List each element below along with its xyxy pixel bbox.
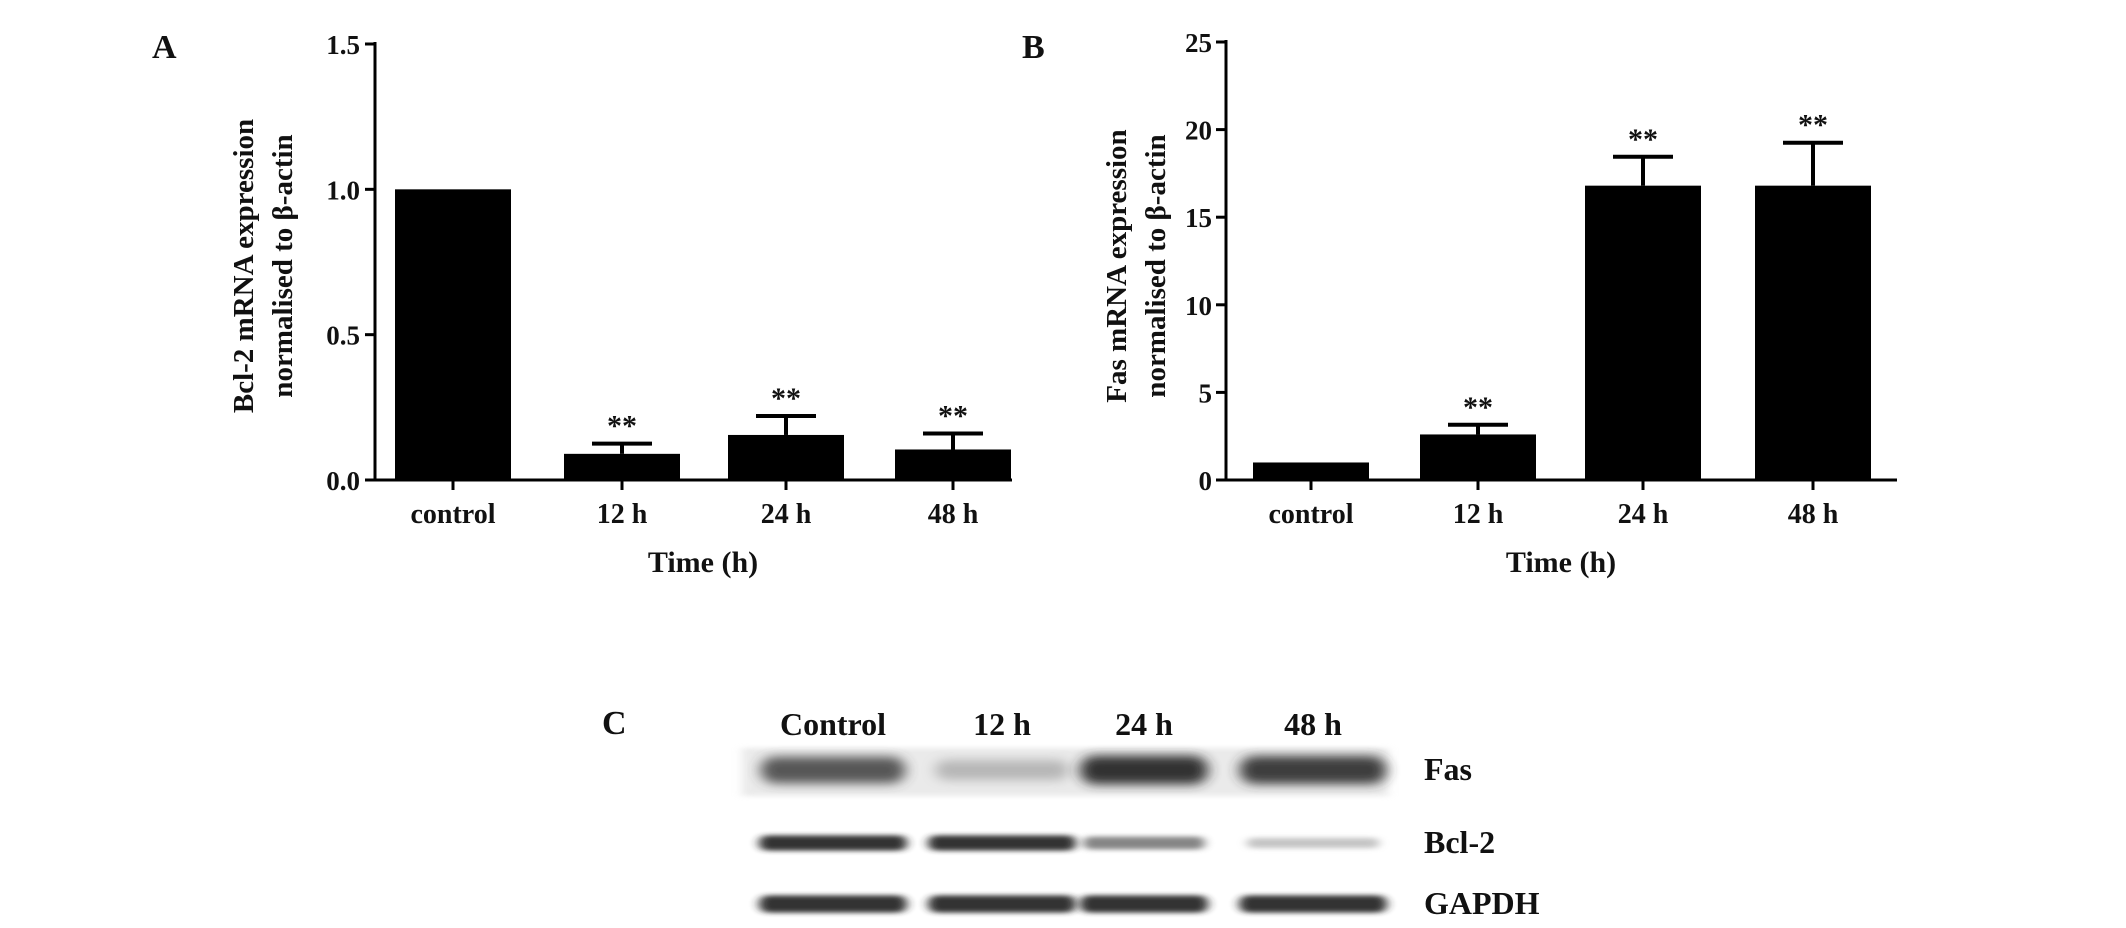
blot-row-label: Fas <box>1424 751 1472 787</box>
bar <box>1420 434 1536 480</box>
blot-lane-label: Control <box>780 706 886 742</box>
significance-marker: ** <box>771 382 801 415</box>
y-axis-label-line-1-b: Fas mRNA expression <box>1101 129 1133 402</box>
blot-band <box>928 895 1076 913</box>
blot-lane-label: 24 h <box>1115 706 1173 742</box>
significance-marker: ** <box>1463 391 1493 424</box>
blot-band <box>759 895 907 913</box>
y-tick-label: 5 <box>1199 378 1213 408</box>
y-tick-label: 20 <box>1185 116 1212 146</box>
y-tick-label: 15 <box>1185 203 1212 233</box>
y-axis-label-line-2-b: normalised to β-actin <box>1140 134 1172 397</box>
blot-row-label: GAPDH <box>1424 885 1540 921</box>
x-tick-label: 24 h <box>1618 499 1669 530</box>
x-tick-label: control <box>410 499 495 530</box>
panel-label-a: A <box>152 29 177 66</box>
y-tick-label: 0.0 <box>326 466 360 496</box>
chart-panel-a: A Bcl-2 mRNA expression normalised to β-… <box>152 29 1012 579</box>
blot-band <box>759 835 907 851</box>
bar <box>895 449 1011 480</box>
bar <box>1253 462 1369 480</box>
blot-band <box>1079 895 1209 913</box>
bars-b: ** ** ** <box>1253 109 1871 480</box>
blot-bands <box>742 748 1388 913</box>
blot-lane-label: 48 h <box>1284 706 1342 742</box>
bar <box>1585 185 1701 480</box>
x-tick-label: 48 h <box>1788 499 1839 530</box>
y-tick-label: 1.0 <box>326 175 360 205</box>
blot-row-label: Bcl-2 <box>1424 824 1495 860</box>
y-axis-label-line-2-a: normalised to β-actin <box>267 134 299 397</box>
bars-a: ** ** ** <box>395 189 1011 481</box>
blot-band <box>760 756 906 784</box>
blot-band <box>1239 756 1387 784</box>
x-tick-label: 12 h <box>1453 499 1504 530</box>
bar <box>1755 185 1871 480</box>
y-tick-label: 0 <box>1199 466 1213 496</box>
western-blot-panel: C Control 12 h 24 h 48 h Fas Bcl-2 GAPDH <box>602 705 1540 921</box>
significance-marker: ** <box>938 399 968 432</box>
y-tick-label: 0.5 <box>326 321 360 351</box>
significance-marker: ** <box>1798 109 1828 142</box>
blot-band <box>1083 836 1205 850</box>
x-tick-label: 12 h <box>597 499 648 530</box>
blot-band <box>1079 755 1209 785</box>
panel-label-b: B <box>1022 29 1045 66</box>
y-tick-label: 10 <box>1185 291 1212 321</box>
significance-marker: ** <box>1628 123 1658 156</box>
blot-row-labels: Fas Bcl-2 GAPDH <box>1424 751 1540 921</box>
significance-marker: ** <box>607 410 637 443</box>
blot-band <box>935 760 1069 780</box>
blot-band <box>1239 895 1387 913</box>
y-axis-label-line-1-a: Bcl-2 mRNA expression <box>228 119 260 413</box>
blot-lane-labels: Control 12 h 24 h 48 h <box>780 706 1342 742</box>
bar <box>728 434 844 480</box>
axes-a: 0.0 0.5 1.0 1.5 control 12 h 24 h 48 h <box>326 30 1012 530</box>
y-tick-label: 1.5 <box>326 30 360 60</box>
x-axis-label-a: Time (h) <box>648 546 758 579</box>
bar <box>564 453 680 480</box>
chart-panel-b: B Fas mRNA expression normalised to β-ac… <box>1022 28 1897 579</box>
x-tick-label: 24 h <box>761 499 812 530</box>
blot-lane-label: 12 h <box>973 706 1031 742</box>
blot-band <box>1247 837 1379 849</box>
x-tick-label: control <box>1268 499 1353 530</box>
blot-band <box>928 835 1076 851</box>
panel-label-c: C <box>602 705 627 742</box>
bar <box>395 189 511 481</box>
x-axis-label-b: Time (h) <box>1506 546 1616 579</box>
y-tick-label: 25 <box>1185 28 1212 58</box>
x-tick-label: 48 h <box>928 499 979 530</box>
